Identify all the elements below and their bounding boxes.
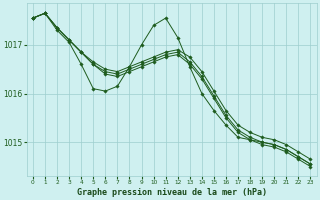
- X-axis label: Graphe pression niveau de la mer (hPa): Graphe pression niveau de la mer (hPa): [77, 188, 267, 197]
